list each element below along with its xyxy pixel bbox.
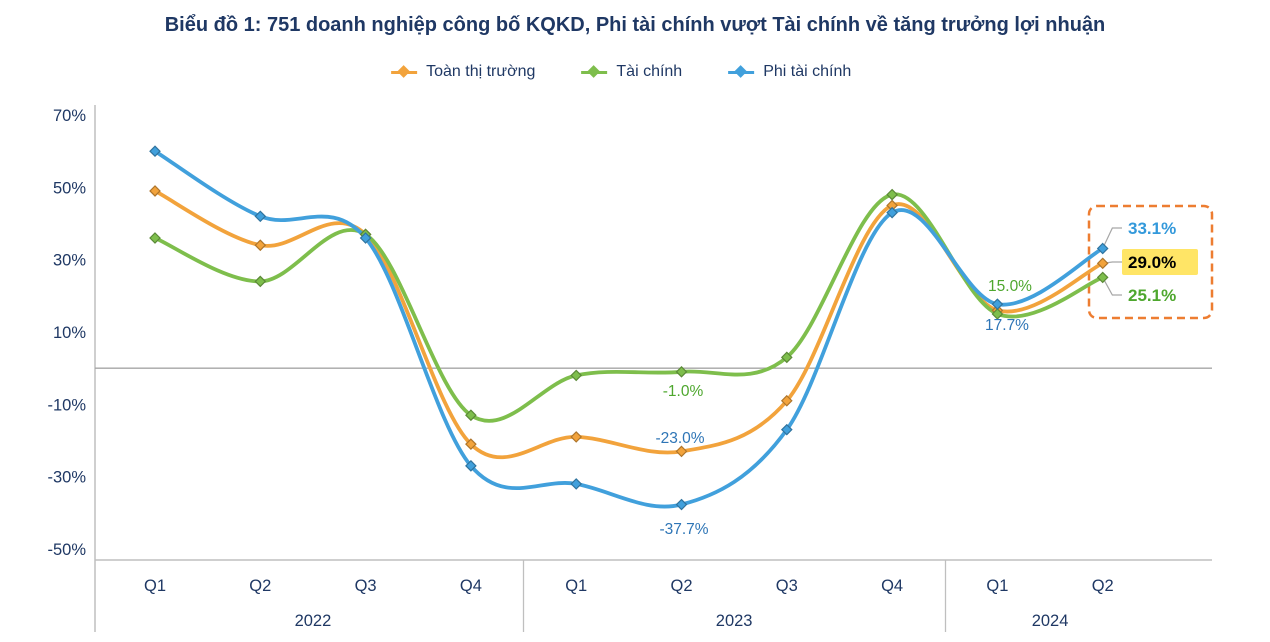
x-tick-label: Q1 [565,577,587,595]
x-tick-label: Q3 [355,577,377,595]
data-point-marker [465,438,477,450]
line-marker-icon [391,65,418,79]
x-tick-label: Q2 [249,577,271,595]
y-tick-label: -50% [47,541,86,559]
callout-box [1087,204,1214,320]
data-point-marker [780,351,793,364]
legend-item-phi-tai-chinh: Phi tài chính [728,63,851,81]
y-tick-label: -10% [47,396,86,414]
highlight-background [1122,249,1198,275]
data-point-marker [1096,257,1109,270]
data-point-marker [1096,271,1109,284]
year-label: 2023 [716,612,753,630]
data-point-marker [780,394,793,407]
legend-item-tai-chinh: Tài chính [581,63,682,81]
chart-legend: Toàn thị trường Tài chính Phi tài chính [391,63,851,81]
data-point-marker [1096,242,1109,255]
series-line-1 [153,192,1105,423]
callout-label: 25.1% [1128,286,1176,305]
year-label: 2024 [1032,612,1069,630]
callout-label: 29.0% [1128,253,1176,272]
leader-line [1102,277,1122,296]
y-tick-label: 50% [53,179,86,197]
data-point-marker [465,460,477,472]
x-tick-label: Q2 [670,577,692,595]
legend-item-toan-thi-truong: Toàn thị trường [391,63,535,81]
y-tick-label: 10% [53,324,86,342]
data-point-marker [570,431,583,443]
x-tick-label: Q1 [986,577,1008,595]
legend-label: Toàn thị trường [426,63,536,80]
data-point-marker [149,232,161,244]
data-point-marker [254,210,267,223]
year-label: 2022 [295,612,332,630]
series-line-0 [153,189,1105,460]
series-line-2 [153,149,1105,509]
data-point-marker [675,445,688,458]
leader-line [1102,227,1122,249]
x-tick-label: Q4 [460,577,482,595]
data-point-marker [780,423,793,436]
data-point-marker [675,498,688,511]
data-point-marker [886,188,898,201]
annotation-label: 17.7% [985,317,1029,334]
annotation-label: 15.0% [988,278,1032,295]
data-point-marker [675,365,688,378]
y-tick-label: 30% [53,252,86,270]
line-marker-icon [581,65,608,79]
annotation-label: -37.7% [659,521,708,538]
line-marker-icon [728,65,755,79]
data-point-marker [359,232,372,244]
legend-label: Tài chính [616,63,683,80]
x-tick-label: Q2 [1092,577,1114,595]
data-point-marker [149,185,161,197]
data-point-marker [991,298,1004,311]
data-point-marker [570,369,583,382]
annotation-label: -1.0% [663,383,704,400]
y-tick-label: 70% [53,107,86,125]
annotation-label: -23.0% [655,430,704,447]
y-tick-label: -30% [47,469,86,487]
legend-label: Phi tài chính [763,63,852,80]
x-tick-label: Q3 [776,577,798,595]
data-point-marker [254,275,267,288]
data-point-marker [886,206,898,219]
data-point-marker [149,145,161,158]
data-point-marker [991,308,1004,320]
x-tick-label: Q1 [144,577,166,595]
x-tick-label: Q4 [881,577,903,595]
chart-title: Biểu đồ 1: 751 doanh nghiệp công bố KQKD… [164,14,1106,36]
data-point-marker [465,409,477,422]
data-point-marker [570,478,583,490]
data-point-marker [254,239,267,252]
callout-label: 33.1% [1128,219,1176,238]
